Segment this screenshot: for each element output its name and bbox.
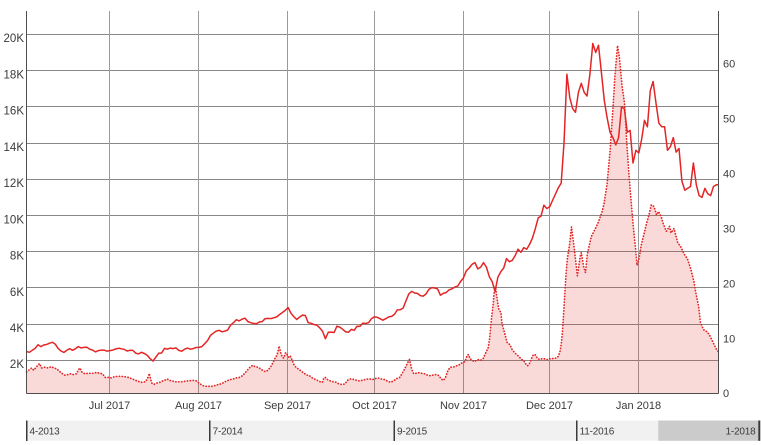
svg-text:Aug 2017: Aug 2017 bbox=[175, 400, 222, 412]
svg-text:20K: 20K bbox=[4, 33, 25, 45]
svg-text:30: 30 bbox=[723, 223, 735, 235]
svg-text:18K: 18K bbox=[4, 69, 25, 81]
svg-text:1-2018: 1-2018 bbox=[726, 427, 757, 438]
svg-text:16K: 16K bbox=[4, 106, 25, 118]
svg-text:Sep 2017: Sep 2017 bbox=[264, 400, 311, 412]
svg-text:8K: 8K bbox=[10, 251, 24, 263]
svg-text:Dec 2017: Dec 2017 bbox=[526, 400, 573, 412]
svg-text:14K: 14K bbox=[4, 142, 25, 154]
svg-text:Oct 2017: Oct 2017 bbox=[352, 400, 397, 412]
svg-text:9-2015: 9-2015 bbox=[397, 427, 428, 438]
svg-text:40: 40 bbox=[723, 169, 735, 181]
svg-text:60: 60 bbox=[723, 59, 735, 71]
svg-text:20: 20 bbox=[723, 278, 735, 290]
svg-text:Nov 2017: Nov 2017 bbox=[440, 400, 487, 412]
svg-text:10: 10 bbox=[723, 333, 735, 345]
svg-text:50: 50 bbox=[723, 114, 735, 126]
svg-text:10K: 10K bbox=[4, 214, 25, 226]
svg-text:0: 0 bbox=[723, 388, 729, 400]
svg-text:6K: 6K bbox=[10, 287, 24, 299]
svg-text:4K: 4K bbox=[10, 323, 24, 335]
svg-text:2K: 2K bbox=[10, 359, 24, 371]
svg-text:Jul 2017: Jul 2017 bbox=[89, 400, 131, 412]
svg-text:4-2013: 4-2013 bbox=[30, 427, 61, 438]
svg-text:12K: 12K bbox=[4, 178, 25, 190]
svg-text:7-2014: 7-2014 bbox=[213, 427, 244, 438]
svg-text:11-2016: 11-2016 bbox=[580, 427, 615, 438]
svg-text:Jan 2018: Jan 2018 bbox=[616, 400, 661, 412]
